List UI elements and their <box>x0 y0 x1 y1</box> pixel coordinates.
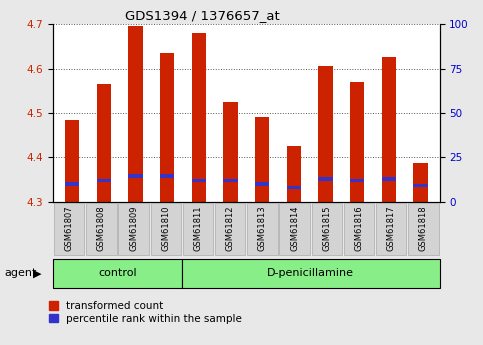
Bar <box>65 182 79 186</box>
Bar <box>287 186 301 189</box>
Bar <box>287 146 301 202</box>
Bar <box>382 58 396 202</box>
Bar <box>318 66 333 202</box>
Text: GDS1394 / 1376657_at: GDS1394 / 1376657_at <box>126 9 280 22</box>
Text: GSM61808: GSM61808 <box>97 206 106 252</box>
Bar <box>128 174 142 178</box>
Text: D-penicillamine: D-penicillamine <box>267 268 354 278</box>
Text: GSM61815: GSM61815 <box>322 206 331 251</box>
Bar <box>255 117 270 202</box>
Bar <box>65 120 79 202</box>
Bar <box>192 33 206 202</box>
Bar <box>318 177 333 180</box>
Bar <box>413 163 427 202</box>
Bar <box>160 174 174 178</box>
Text: GSM61818: GSM61818 <box>419 206 428 252</box>
Bar <box>97 179 111 182</box>
Text: GSM61813: GSM61813 <box>258 206 267 252</box>
Legend: transformed count, percentile rank within the sample: transformed count, percentile rank withi… <box>49 301 242 324</box>
Text: GSM61811: GSM61811 <box>194 206 202 251</box>
Text: GSM61814: GSM61814 <box>290 206 299 251</box>
Text: GSM61810: GSM61810 <box>161 206 170 251</box>
Bar <box>192 179 206 182</box>
Bar <box>160 53 174 202</box>
Text: GSM61809: GSM61809 <box>129 206 138 251</box>
Bar <box>223 179 238 182</box>
Bar <box>255 182 270 186</box>
Text: GSM61816: GSM61816 <box>355 206 364 252</box>
Text: agent: agent <box>5 268 37 278</box>
Bar <box>350 82 364 202</box>
Bar <box>382 177 396 180</box>
Bar <box>350 179 364 182</box>
Text: GSM61812: GSM61812 <box>226 206 235 251</box>
Text: control: control <box>98 268 137 278</box>
Bar <box>97 84 111 202</box>
Text: GSM61807: GSM61807 <box>65 206 74 252</box>
Text: ▶: ▶ <box>33 268 42 278</box>
Text: GSM61817: GSM61817 <box>387 206 396 252</box>
Bar <box>223 102 238 202</box>
Bar <box>413 184 427 187</box>
Bar <box>128 26 142 202</box>
